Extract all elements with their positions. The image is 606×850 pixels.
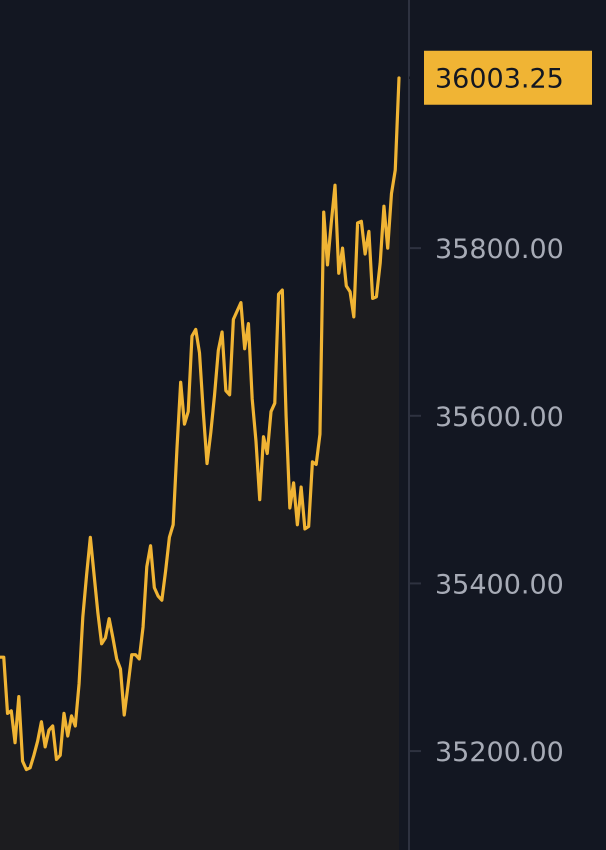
current-price-label: 36003.25 [435,64,564,95]
y-tick-label: 35400.00 [435,569,564,600]
y-tick-label: 35800.00 [435,234,564,265]
price-area-fill [0,77,399,850]
y-tick-label: 35600.00 [435,402,564,433]
current-price-tag [424,50,592,105]
y-tick-label: 35200.00 [435,737,564,768]
price-series-line [0,76,401,772]
